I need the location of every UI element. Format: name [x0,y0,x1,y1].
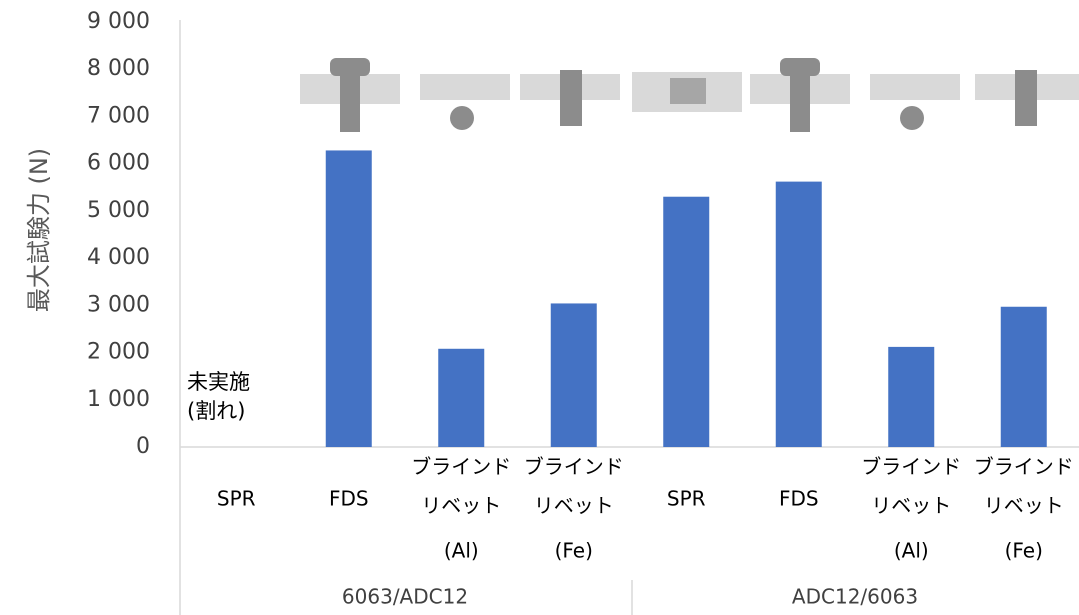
bar [551,303,597,447]
x-tick-label: リベット [534,494,614,518]
y-tick-label: 6 000 [87,151,150,176]
y-tick-label: 3 000 [87,292,150,317]
bar [326,150,372,447]
annotation: 未実施 [187,370,250,394]
bar [663,197,709,447]
bar [888,347,934,447]
y-tick-label: 4 000 [87,245,150,270]
y-tick-label: 0 [136,434,150,459]
x-tick-label: リベット [984,494,1064,518]
x-tick-label: リベット [871,494,951,518]
x-tick-label: ブラインド [974,455,1074,479]
chart: 最大試験力 (N) 未実施 (割れ) 0 1 000 2 000 3 000 4 000… [0,0,1079,615]
fastener-illustrations [300,58,1079,132]
axis-lines [180,20,1079,615]
y-tick-label: 7 000 [87,103,150,128]
x-tick-label: FDS [329,487,369,511]
x-tick-label: FDS [779,487,819,511]
x-tick-label: (Al) [444,539,479,563]
group-label: ADC12/6063 [792,585,918,609]
bar [776,182,822,447]
x-tick-label: SPR [217,487,256,511]
x-tick-label: (Al) [894,539,929,563]
y-tick-label: 8 000 [87,56,150,81]
y-axis-label: 最大試験力 (N) [25,148,53,312]
y-tick-label: 2 000 [87,340,150,365]
x-tick-label: ブラインド [524,455,624,479]
y-tick-label: 9 000 [87,9,150,34]
group-label: 6063/ADC12 [342,585,468,609]
annotation: (割れ) [187,399,245,423]
x-tick-label: SPR [667,487,706,511]
x-tick-label: (Fe) [555,539,593,563]
y-tick-label: 5 000 [87,198,150,223]
bar [438,349,484,447]
y-tick-label: 1 000 [87,387,150,412]
bar [1001,307,1047,447]
x-tick-label: ブラインド [411,455,511,479]
x-tick-label: (Fe) [1005,539,1043,563]
x-tick-label: リベット [421,494,501,518]
x-tick-label: ブラインド [861,455,961,479]
